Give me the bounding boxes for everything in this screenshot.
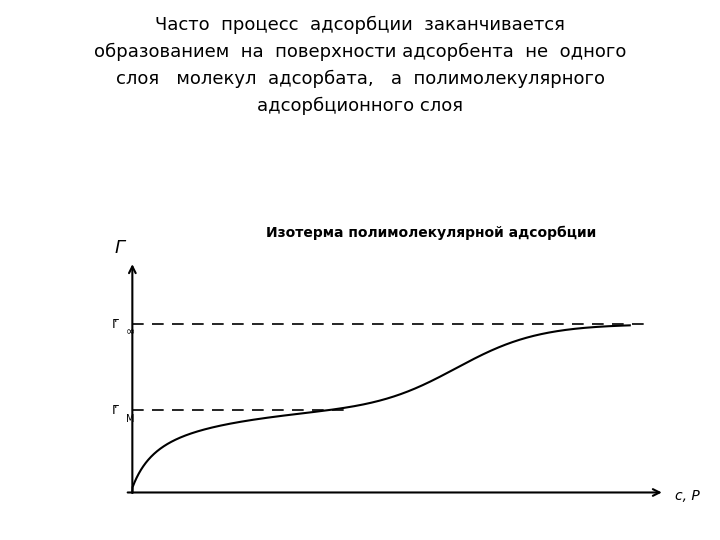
Text: Часто  процесс  адсорбции  заканчивается
образованием  на  поверхности адсорбент: Часто процесс адсорбции заканчивается об… [94,16,626,115]
Text: c, P: c, P [675,489,699,503]
Text: $\mathit{\Gamma\!\!}$': $\mathit{\Gamma\!\!}$' [111,404,120,417]
Text: $\mathsf{M}$: $\mathsf{M}$ [125,412,135,424]
Text: $\infty$: $\infty$ [125,327,135,336]
Text: Изотерма полимолекулярной адсорбции: Изотерма полимолекулярной адсорбции [266,226,597,240]
Text: $\mathit{\Gamma\!\!}$': $\mathit{\Gamma\!\!}$' [111,318,120,330]
Text: Γ: Γ [115,239,125,257]
